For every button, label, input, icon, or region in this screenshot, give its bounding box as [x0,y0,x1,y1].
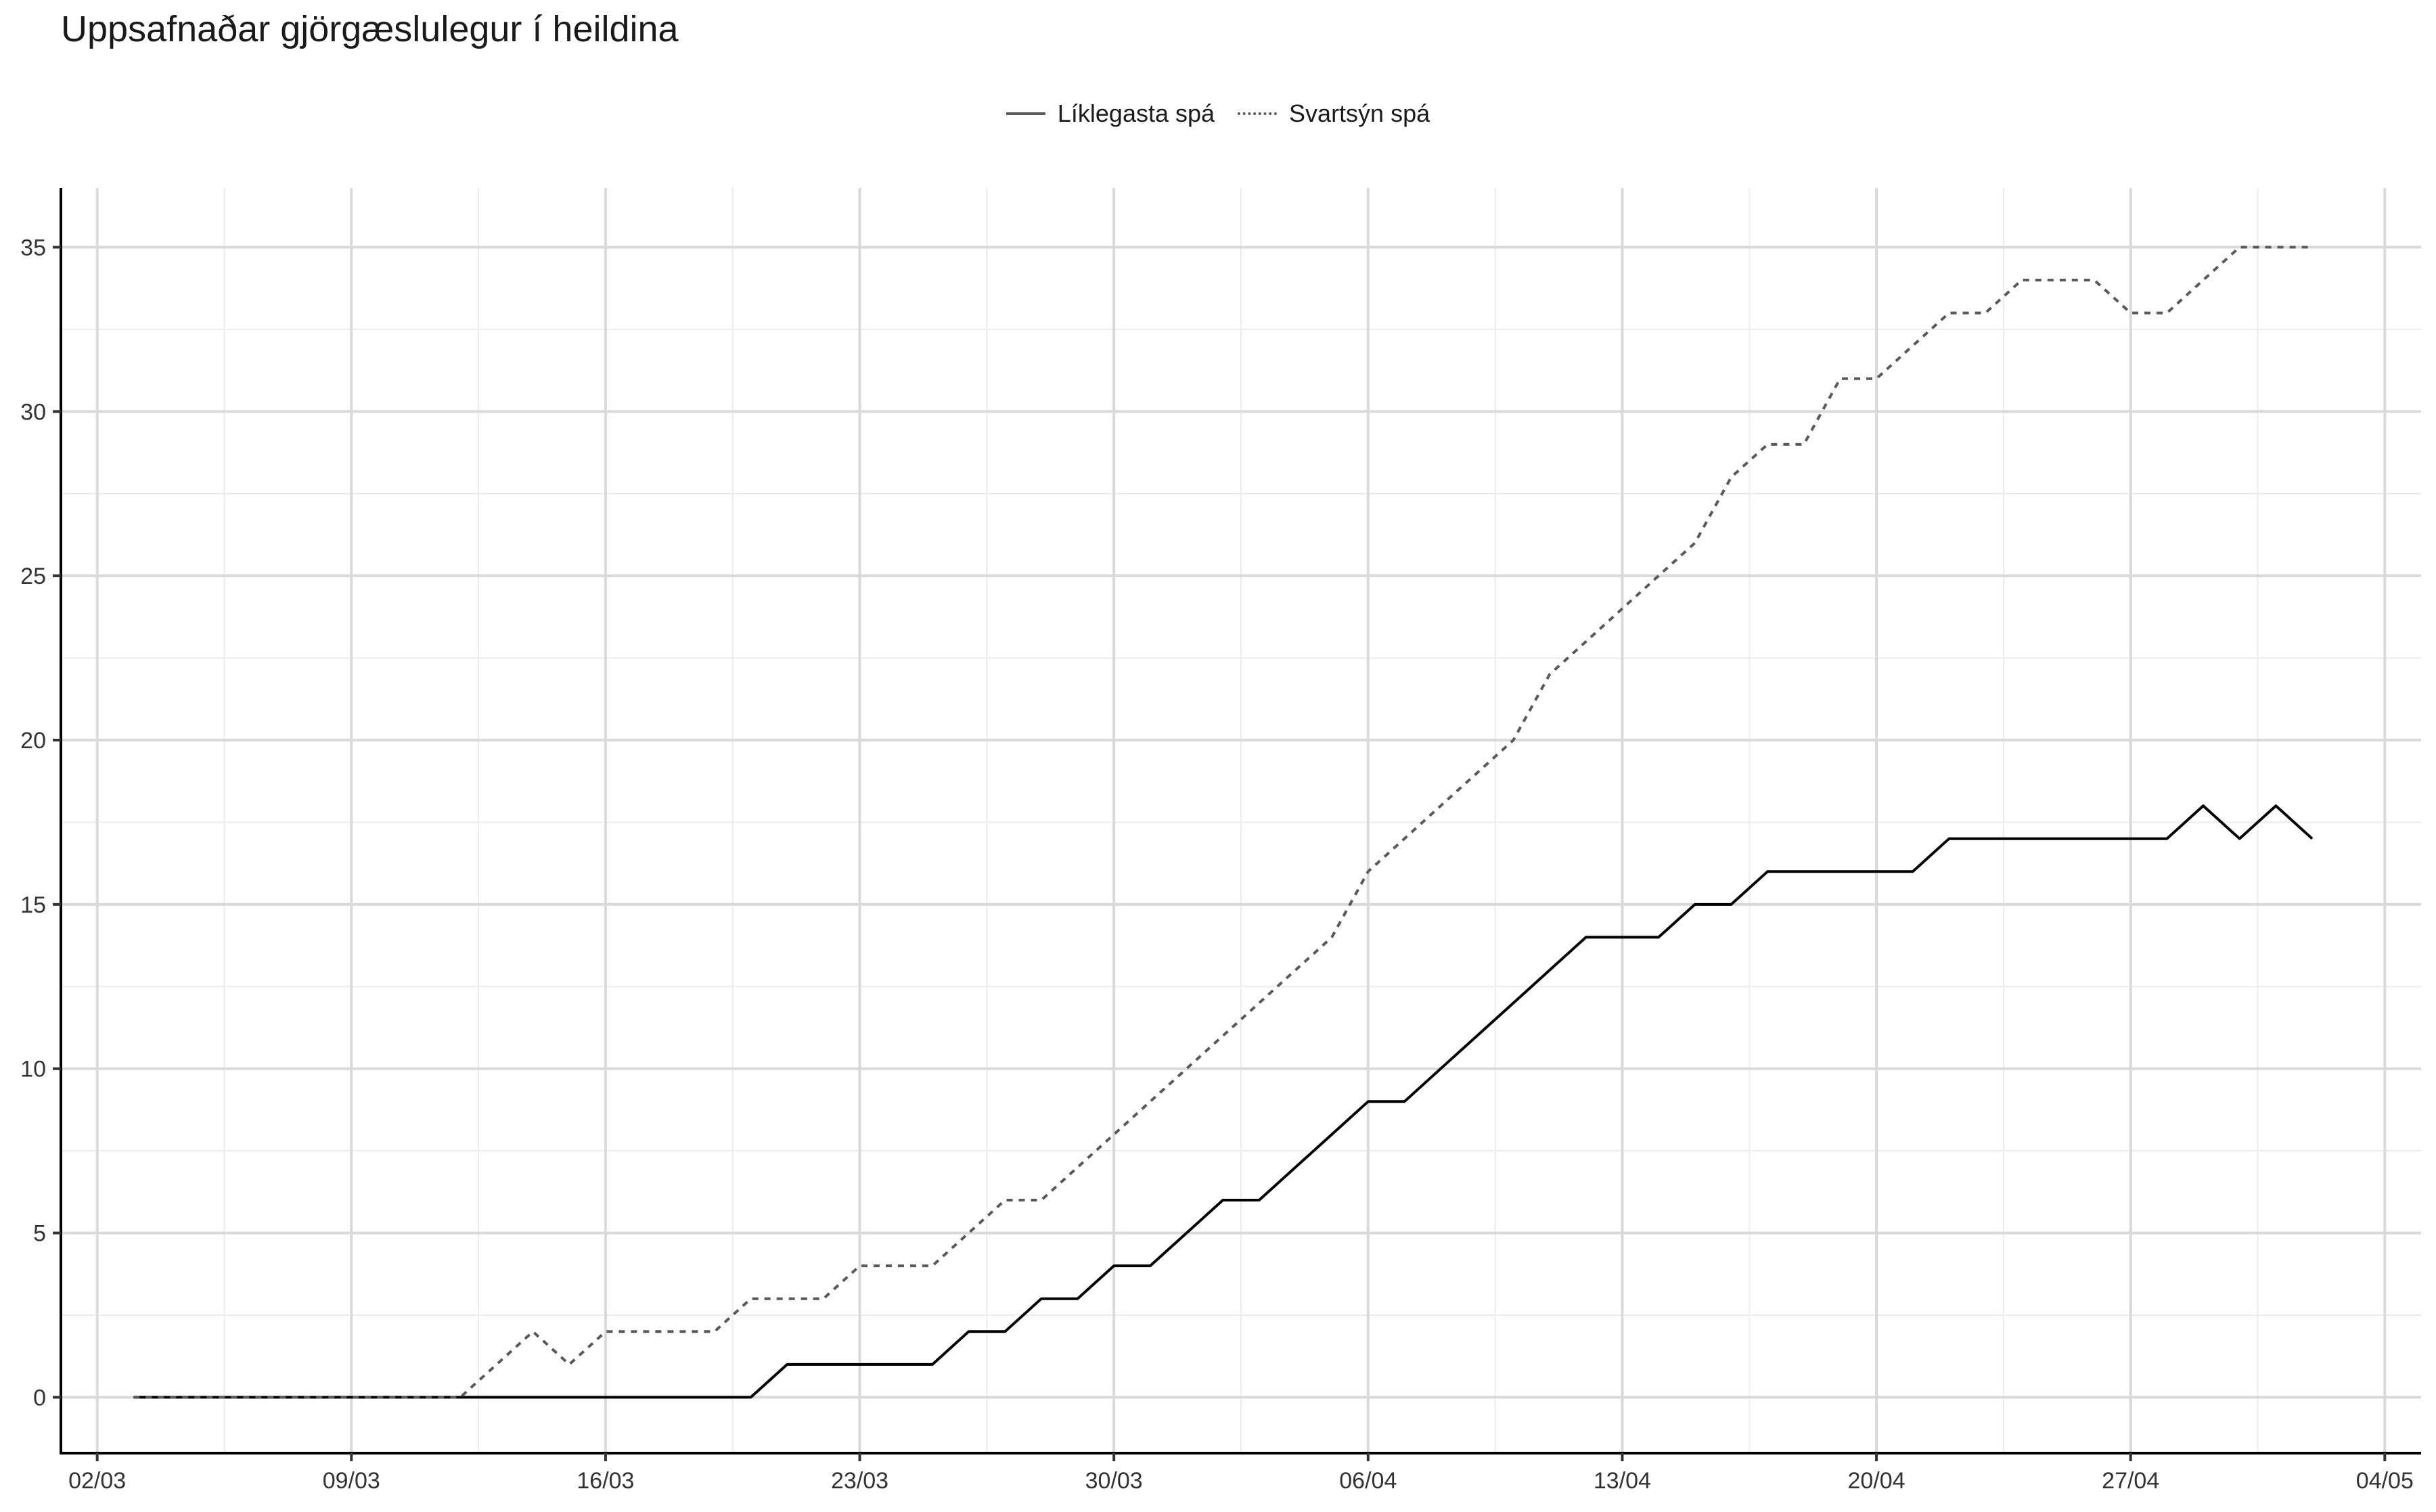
legend-entry-likely: Líklegasta spá [1006,99,1215,128]
axes [53,188,2421,1461]
x-tick-label: 02/03 [68,1468,126,1494]
minor-grid [61,188,2421,1453]
x-tick-label: 27/04 [2102,1468,2159,1494]
legend-label-pessimistic: Svartsýn spá [1289,99,1430,127]
chart-title: Uppsafnaðar gjörgæslulegur í heildina [61,9,679,49]
x-tick-label: 13/04 [1594,1468,1651,1494]
y-tick-label: 30 [20,399,46,425]
legend-key-dotted [1238,112,1278,115]
y-tick-label: 35 [20,235,46,260]
legend-key-solid [1006,112,1045,115]
x-tick-label: 16/03 [577,1468,634,1494]
y-tick-label: 25 [20,564,46,589]
series-line-likely [133,804,2314,1399]
y-tick-label: 10 [20,1057,46,1082]
x-tick-label: 06/04 [1339,1468,1397,1494]
major-grid [61,188,2421,1453]
tick-labels: 02/03 09/03 16/03 23/03 30/03 06/04 13/04 20/04… [20,235,2414,1494]
legend: Líklegasta spá Svartsýn spá [0,93,2436,134]
y-tick-label: 5 [33,1221,46,1247]
y-tick-label: 20 [20,728,46,754]
x-tick-label: 09/03 [323,1468,380,1494]
x-tick-label: 20/04 [1848,1468,1905,1494]
series-layer [133,246,2314,1399]
y-tick-label: 0 [33,1385,46,1411]
y-tick-label: 15 [20,892,46,918]
x-tick-label: 04/05 [2356,1468,2414,1494]
x-tick-label: 23/03 [831,1468,888,1494]
legend-entry-pessimistic: Svartsýn spá [1238,99,1430,128]
legend-label-likely: Líklegasta spá [1057,99,1215,127]
x-tick-label: 30/03 [1085,1468,1143,1494]
